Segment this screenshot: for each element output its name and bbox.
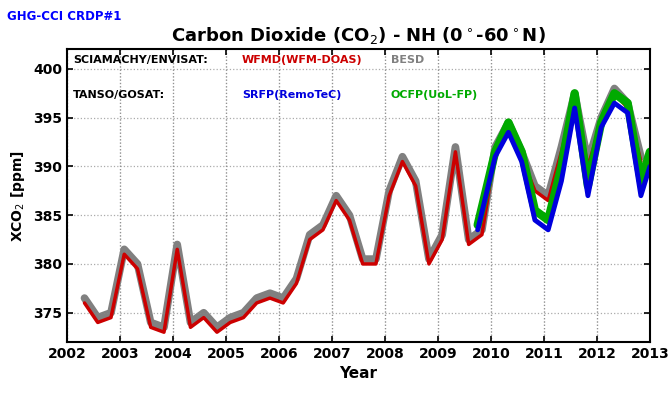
Title: Carbon Dioxide (CO$_2$) - NH (0$^\circ$-60$^\circ$N): Carbon Dioxide (CO$_2$) - NH (0$^\circ$-… xyxy=(171,25,546,46)
Text: SCIAMACHY/ENVISAT:: SCIAMACHY/ENVISAT: xyxy=(73,55,208,65)
Text: SRFP(RemoTeC): SRFP(RemoTeC) xyxy=(242,90,341,101)
Text: BESD: BESD xyxy=(391,55,423,65)
X-axis label: Year: Year xyxy=(340,366,377,382)
Text: TANSO/GOSAT:: TANSO/GOSAT: xyxy=(73,90,165,101)
Text: OCFP(UoL-FP): OCFP(UoL-FP) xyxy=(391,90,478,101)
Y-axis label: XCO$_2$ [ppm]: XCO$_2$ [ppm] xyxy=(9,150,27,242)
Text: GHG-CCI CRDP#1: GHG-CCI CRDP#1 xyxy=(7,10,121,23)
Text: WFMD(WFM-DOAS): WFMD(WFM-DOAS) xyxy=(242,55,362,65)
